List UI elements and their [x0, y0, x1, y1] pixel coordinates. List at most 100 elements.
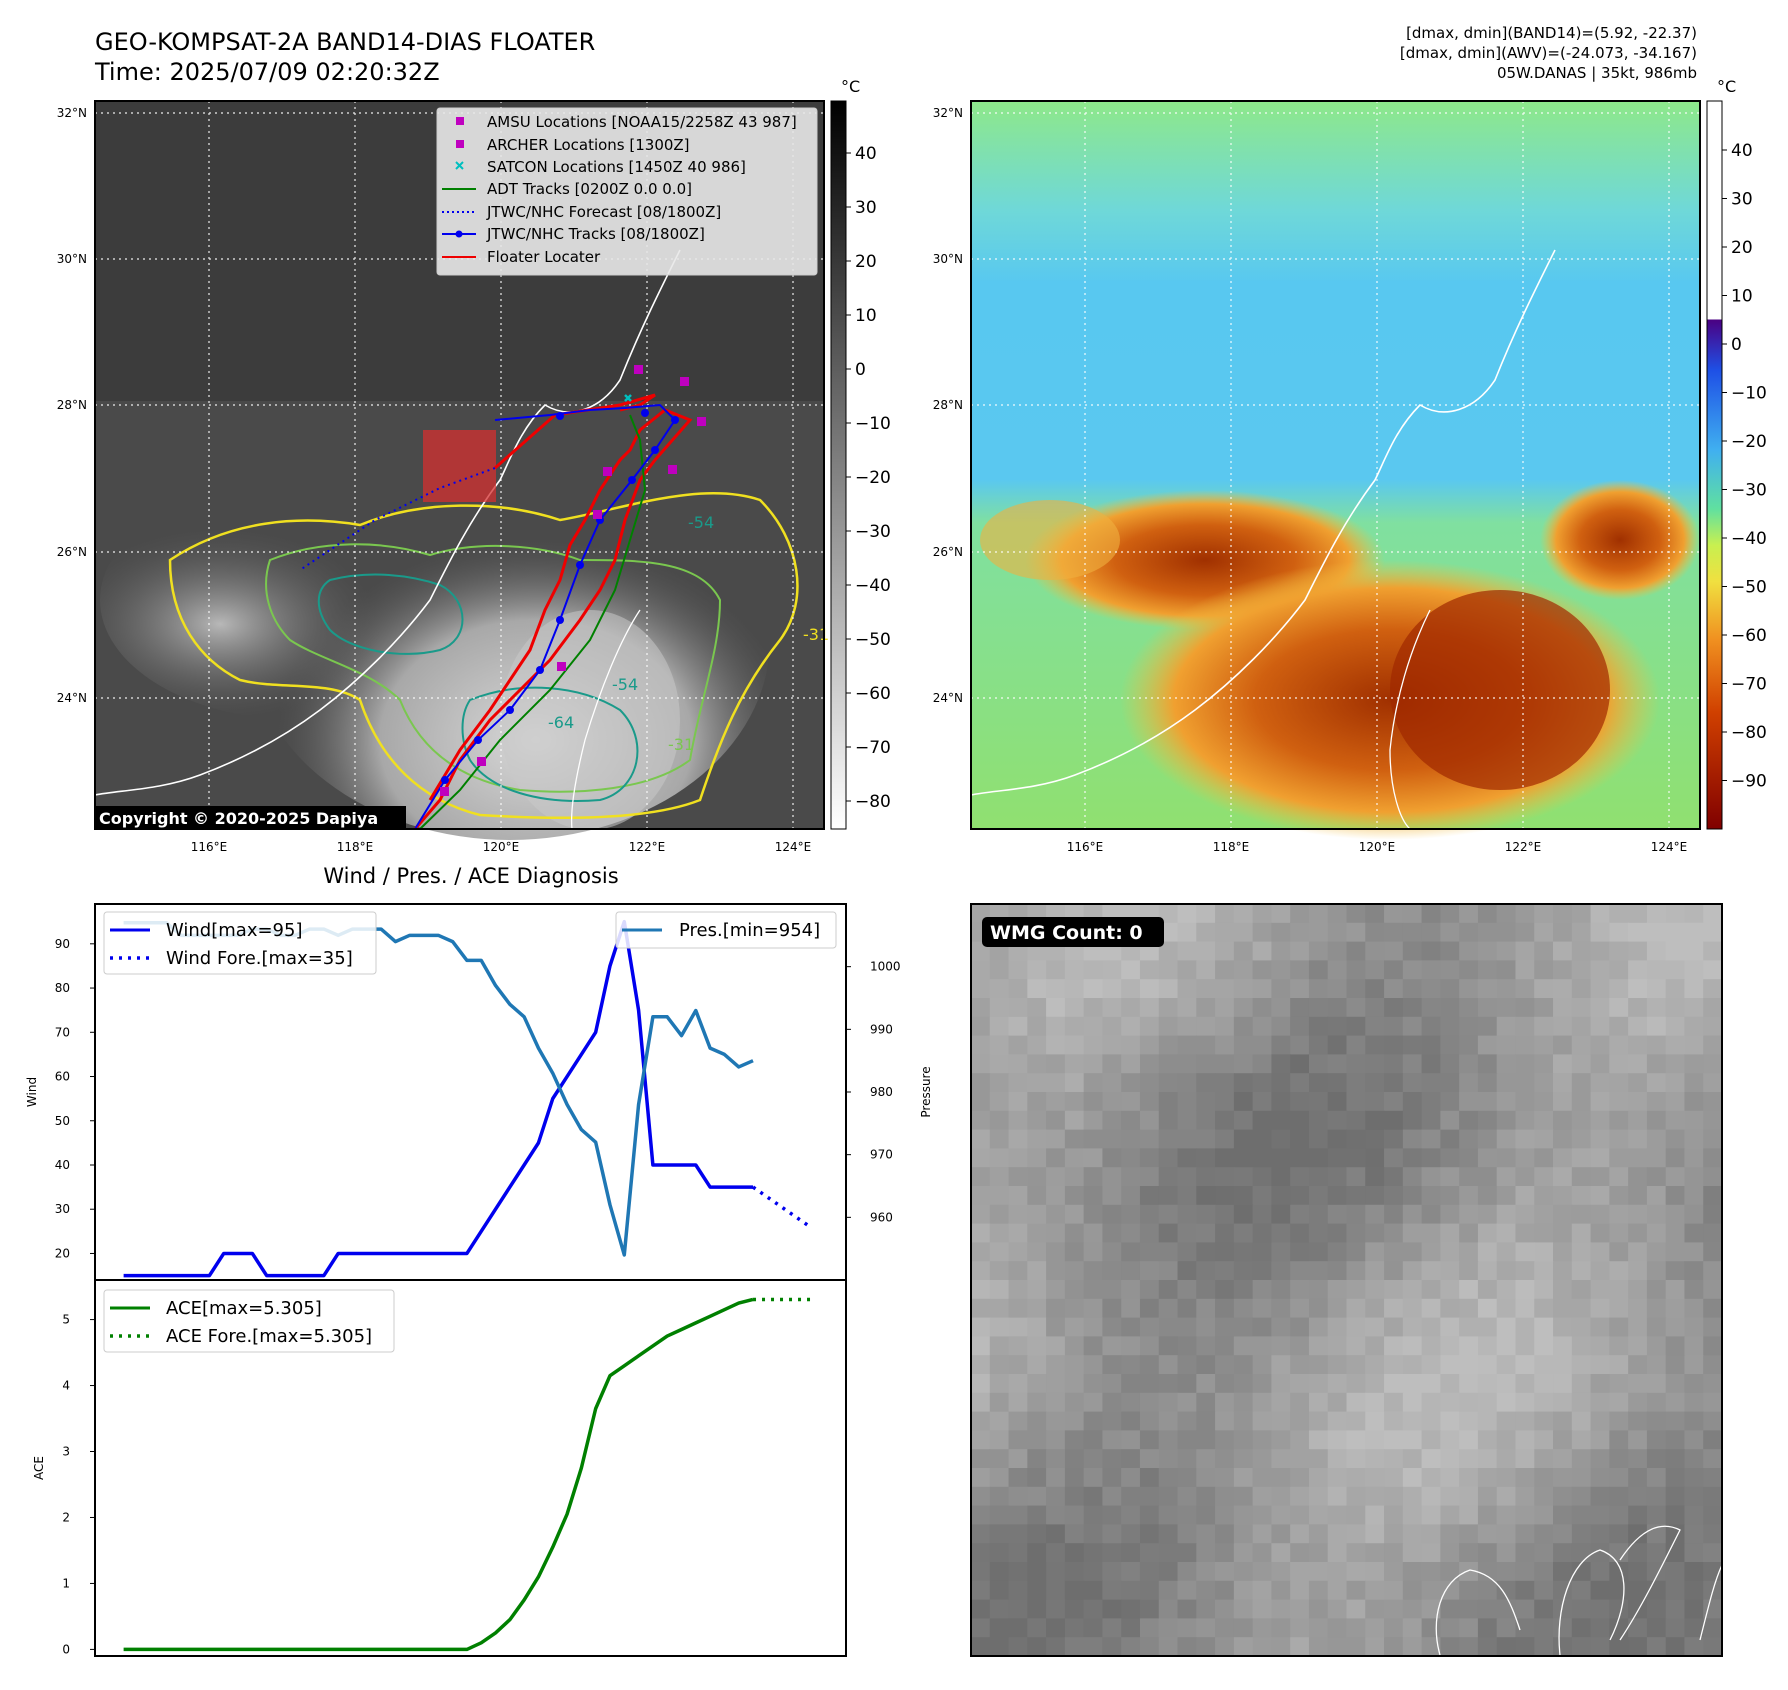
awv-colorbar-tick-label: −60: [1731, 626, 1767, 646]
awv-coastline: [970, 249, 1556, 796]
awv-lat-labels: 32°N 30°N 28°N 26°N 24°N: [933, 106, 963, 705]
legend-label: JTWC/NHC Tracks [08/1800Z]: [486, 225, 705, 243]
ir-colorbar-ticks: 40 30 20 10 0 −10 −20 −30 −40 −50 −60 −70 −80: [846, 144, 891, 812]
ir-colorbar-tick-label: 20: [855, 252, 877, 272]
wind-axis-label: Wind: [25, 1077, 39, 1107]
legend-amsu-square-icon: [456, 117, 464, 125]
lon-label: 120°E: [483, 840, 520, 854]
lon-label: 122°E: [1505, 840, 1542, 854]
ir-contour-yellow: [168, 492, 799, 820]
legend-archer-square-icon: [456, 140, 464, 148]
ir-map-panel: -54 -64 -31 -54 -31: [57, 77, 891, 854]
pressure-ytick-label: 980: [870, 1085, 893, 1099]
ir-colorbar-tick-label: −70: [855, 738, 891, 758]
lon-label: 116°E: [1067, 840, 1104, 854]
awv-colorbar-tick-label: −10: [1731, 384, 1767, 404]
info-band14: [dmax, dmin](BAND14)=(5.92, -22.37): [1406, 24, 1697, 42]
series-line-0: [123, 919, 754, 1278]
wind-ytick-label: 50: [55, 1114, 70, 1128]
ir-coastline: [94, 249, 681, 796]
ace-ytick-label: 5: [62, 1313, 70, 1327]
ace-ytick-label: 0: [62, 1642, 70, 1656]
lon-label: 118°E: [1213, 840, 1250, 854]
jtwc-track-points: [441, 409, 679, 784]
series-line-1: [752, 1185, 812, 1229]
legend-label: ADT Tracks [0200Z 0.0 0.0]: [487, 180, 692, 198]
ir-colorbar-tick-label: 40: [855, 144, 877, 164]
wind-ytick-label: 40: [55, 1158, 70, 1172]
pressure-ytick-label: 970: [870, 1148, 893, 1162]
pressure-axis-label: Pressure: [919, 1066, 933, 1117]
ir-colorbar-unit: °C: [841, 77, 860, 96]
ir-colorbar-tick-label: 0: [855, 360, 866, 380]
pressure-ytick-label: 1000: [870, 960, 901, 974]
wmg-pixel-texture: [971, 904, 1723, 1657]
ir-colorbar-tick-label: −60: [855, 684, 891, 704]
wind-ytick-label: 70: [55, 1025, 70, 1039]
lat-label: 26°N: [57, 545, 87, 559]
lon-label: 120°E: [1359, 840, 1396, 854]
awv-colorbar: [1706, 100, 1723, 830]
lat-label: 24°N: [57, 691, 87, 705]
legend-ace-fore: ACE Fore.[max=5.305]: [166, 1326, 372, 1347]
ir-colorbar: [830, 100, 847, 830]
ir-contour-green: [265, 543, 722, 793]
ace-ytick-label: 2: [62, 1510, 70, 1524]
awv-colorbar-ticks: 40 30 20 10 0 −10 −20 −30 −40 −50 −60 −70 −80 −90: [1722, 141, 1767, 792]
lon-label: 124°E: [1651, 840, 1688, 854]
lon-label: 116°E: [191, 840, 228, 854]
info-storm: 05W.DANAS | 35kt, 986mb: [1497, 64, 1697, 82]
wind-ytick-label: 90: [55, 937, 70, 951]
pressure-ytick-label: 960: [870, 1210, 893, 1224]
awv-colorbar-tick-label: 0: [1731, 335, 1742, 355]
wind-legend: Wind[max=95] Wind Fore.[max=35]: [103, 911, 377, 975]
ace-series-line-0: [123, 1297, 754, 1652]
lat-label: 26°N: [933, 545, 963, 559]
awv-map-panel: 32°N 30°N 28°N 26°N 24°N 116°E 118°E 120…: [933, 77, 1767, 854]
awv-colorbar-unit: °C: [1717, 77, 1736, 96]
lon-label: 124°E: [775, 840, 812, 854]
lat-label: 24°N: [933, 691, 963, 705]
jtwc-track: [414, 403, 677, 830]
wmg-coastline: [1435, 1525, 1723, 1656]
pressure-yticks: 960 970 980 990 1000: [846, 960, 901, 1224]
info-awv: [dmax, dmin](AWV)=(-24.073, -34.167): [1400, 44, 1697, 62]
satcon-markers: [624, 394, 632, 402]
chart-title: Wind / Pres. / ACE Diagnosis: [323, 864, 618, 888]
figure-title: GEO-KOMPSAT-2A BAND14-DIAS FLOATER: [95, 28, 595, 56]
lon-label: 118°E: [337, 840, 374, 854]
copyright-text: Copyright © 2020-2025 Dapiya: [99, 809, 378, 828]
awv-colorbar-tick-label: 10: [1731, 287, 1753, 307]
wind-yticks: 20 30 40 50 60 70 80 90: [55, 937, 95, 1260]
ir-colorbar-tick-label: 30: [855, 198, 877, 218]
awv-gridlines: [971, 101, 1700, 829]
ir-colorbar-tick-label: −20: [855, 468, 891, 488]
awv-colorbar-tick-label: −90: [1731, 772, 1767, 792]
ace-axis-label: ACE: [32, 1456, 46, 1480]
ir-colorbar-tick-label: −30: [855, 522, 891, 542]
legend-pressure: Pres.[min=954]: [679, 920, 820, 941]
awv-colorbar-tick-label: −70: [1731, 675, 1767, 695]
lon-label: 122°E: [629, 840, 666, 854]
amsu-archer-markers: [440, 365, 706, 796]
ir-colorbar-tick-label: −50: [855, 630, 891, 650]
legend-label: ARCHER Locations [1300Z]: [487, 136, 690, 154]
wind-ytick-label: 20: [55, 1246, 70, 1260]
lat-label: 32°N: [933, 106, 963, 120]
awv-colorbar-tick-label: −80: [1731, 723, 1767, 743]
ace-ytick-label: 3: [62, 1445, 70, 1459]
ir-colorbar-tick-label: −80: [855, 792, 891, 812]
ir-contour-teal: [317, 573, 639, 802]
ir-lat-labels: 32°N 30°N 28°N 26°N 24°N: [57, 106, 87, 705]
pressure-legend: Pres.[min=954]: [615, 911, 837, 949]
wind-ytick-label: 60: [55, 1070, 70, 1084]
ir-lon-labels: 116°E 118°E 120°E 122°E 124°E: [191, 840, 812, 854]
legend-label: AMSU Locations [NOAA15/2258Z 43 987]: [487, 113, 797, 131]
figure-time: Time: 2025/07/09 02:20:32Z: [94, 58, 440, 86]
ir-contour-label: -64: [548, 713, 574, 732]
awv-colorbar-tick-label: 20: [1731, 238, 1753, 258]
legend-satcon-x-icon: [455, 161, 464, 170]
wmg-panel: WMG Count: 0: [970, 903, 1723, 1657]
ir-colorbar-tick-label: 10: [855, 306, 877, 326]
